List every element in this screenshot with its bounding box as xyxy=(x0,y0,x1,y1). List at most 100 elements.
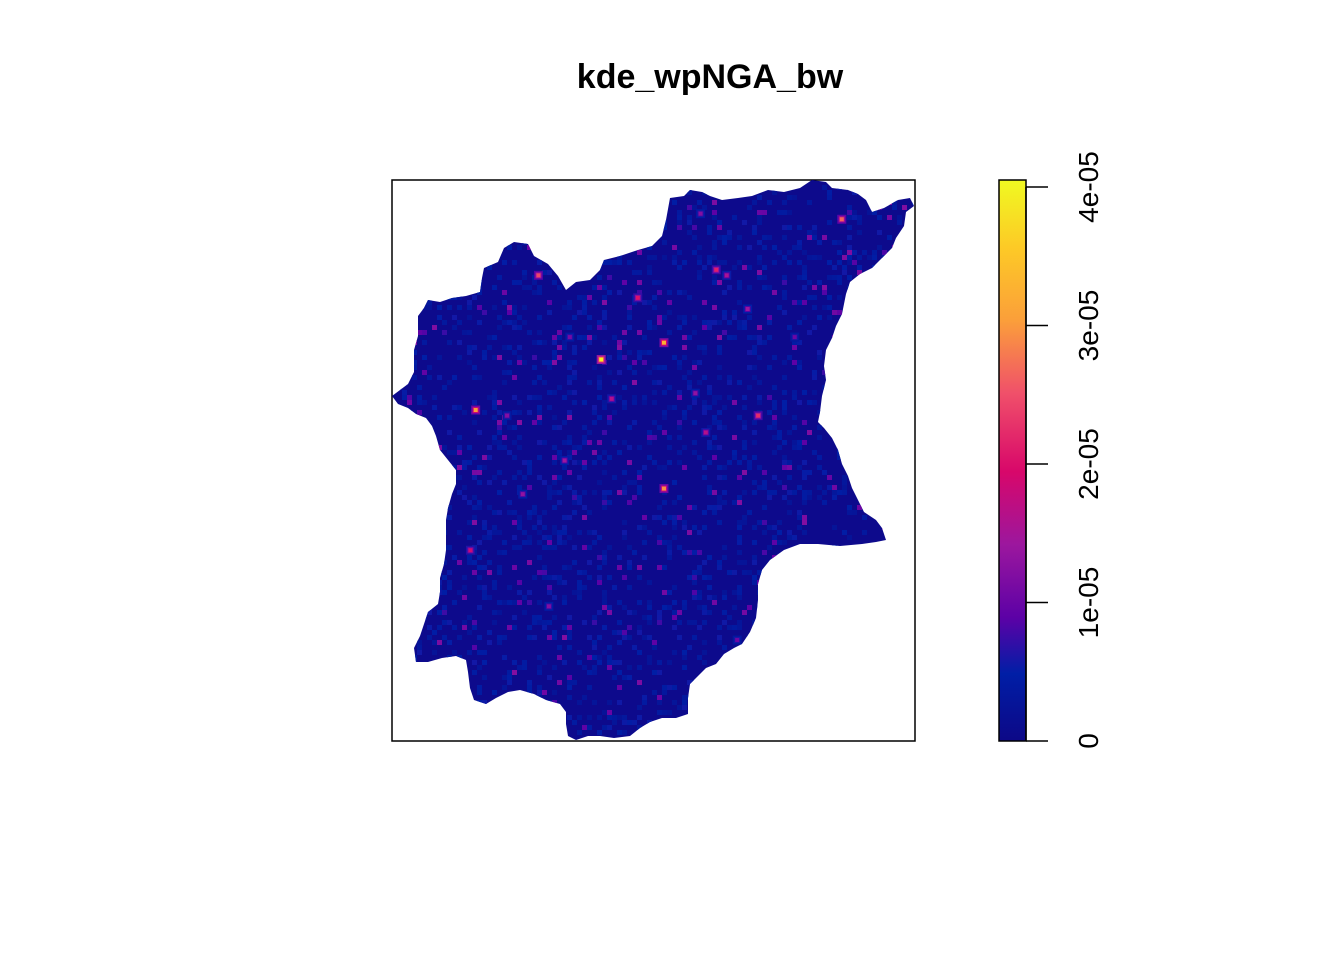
density-cell xyxy=(712,680,717,685)
density-cell xyxy=(877,605,882,610)
density-cell xyxy=(672,650,677,655)
density-cell xyxy=(567,675,572,680)
density-cell xyxy=(482,210,487,215)
density-cell xyxy=(907,725,912,730)
density-cell xyxy=(572,225,577,230)
density-cell xyxy=(872,705,877,710)
density-cell xyxy=(867,580,872,585)
density-cell xyxy=(857,700,862,705)
density-cell xyxy=(432,650,437,655)
density-cell xyxy=(667,540,672,545)
density-cell xyxy=(712,210,717,215)
density-cell xyxy=(557,500,562,505)
density-cell xyxy=(857,420,862,425)
density-cell xyxy=(497,325,502,330)
density-cell xyxy=(702,205,707,210)
density-cell xyxy=(542,225,547,230)
density-cell xyxy=(482,520,487,525)
density-cell xyxy=(762,265,767,270)
density-cell xyxy=(847,450,852,455)
density-cell xyxy=(807,680,812,685)
density-cell xyxy=(727,735,732,740)
density-cell xyxy=(472,225,477,230)
density-cell xyxy=(562,325,567,330)
density-cell xyxy=(772,355,777,360)
density-cell xyxy=(682,345,687,350)
density-cell xyxy=(457,735,462,740)
density-cell xyxy=(447,240,452,245)
density-cell xyxy=(857,265,862,270)
density-cell xyxy=(407,410,412,415)
density-cell xyxy=(812,625,817,630)
density-cell xyxy=(447,305,452,310)
density-cell xyxy=(537,410,542,415)
density-cell xyxy=(647,325,652,330)
density-cell xyxy=(627,585,632,590)
density-cell xyxy=(687,230,692,235)
density-cell xyxy=(517,525,522,530)
density-cell xyxy=(902,440,907,445)
density-cell xyxy=(552,730,557,735)
density-cell xyxy=(467,350,472,355)
density-cell xyxy=(607,355,612,360)
density-cell xyxy=(512,510,517,515)
density-cell xyxy=(582,310,587,315)
density-cell xyxy=(612,675,617,680)
density-cell xyxy=(602,560,607,565)
density-cell xyxy=(447,735,452,740)
density-cell xyxy=(732,215,737,220)
density-cell xyxy=(457,660,462,665)
density-cell xyxy=(752,350,757,355)
density-cell xyxy=(472,520,477,525)
density-cell xyxy=(667,385,672,390)
density-cell xyxy=(552,335,557,340)
density-cell xyxy=(712,280,717,285)
density-cell xyxy=(717,705,722,710)
density-hotspot xyxy=(732,635,742,645)
density-cell xyxy=(567,635,572,640)
density-cell xyxy=(607,660,612,665)
density-cell xyxy=(862,295,867,300)
density-cell xyxy=(627,230,632,235)
density-cell xyxy=(502,685,507,690)
density-cell xyxy=(562,275,567,280)
density-cell xyxy=(887,315,892,320)
density-cell xyxy=(687,385,692,390)
density-cell xyxy=(722,590,727,595)
density-cell xyxy=(447,340,452,345)
density-cell xyxy=(567,415,572,420)
density-cell xyxy=(642,555,647,560)
density-cell xyxy=(502,420,507,425)
density-cell xyxy=(517,400,522,405)
density-cell xyxy=(522,710,527,715)
density-cell xyxy=(412,260,417,265)
density-cell xyxy=(677,315,682,320)
density-cell xyxy=(467,205,472,210)
density-cell xyxy=(492,305,497,310)
density-cell xyxy=(522,475,527,480)
density-cell xyxy=(787,700,792,705)
density-cell xyxy=(462,695,467,700)
density-cell xyxy=(497,570,502,575)
density-cell xyxy=(537,260,542,265)
density-cell xyxy=(877,655,882,660)
density-cell xyxy=(447,655,452,660)
density-cell xyxy=(632,420,637,425)
density-cell xyxy=(782,585,787,590)
density-cell xyxy=(797,525,802,530)
density-cell xyxy=(572,560,577,565)
density-cell xyxy=(757,335,762,340)
density-cell xyxy=(702,350,707,355)
density-cell xyxy=(597,415,602,420)
density-cell xyxy=(617,700,622,705)
density-cell xyxy=(642,525,647,530)
density-cell xyxy=(577,660,582,665)
density-cell xyxy=(637,490,642,495)
density-cell xyxy=(602,625,607,630)
density-cell xyxy=(482,350,487,355)
density-cell xyxy=(462,700,467,705)
density-cell xyxy=(547,235,552,240)
density-cell xyxy=(687,220,692,225)
density-cell xyxy=(762,210,767,215)
density-cell xyxy=(497,225,502,230)
